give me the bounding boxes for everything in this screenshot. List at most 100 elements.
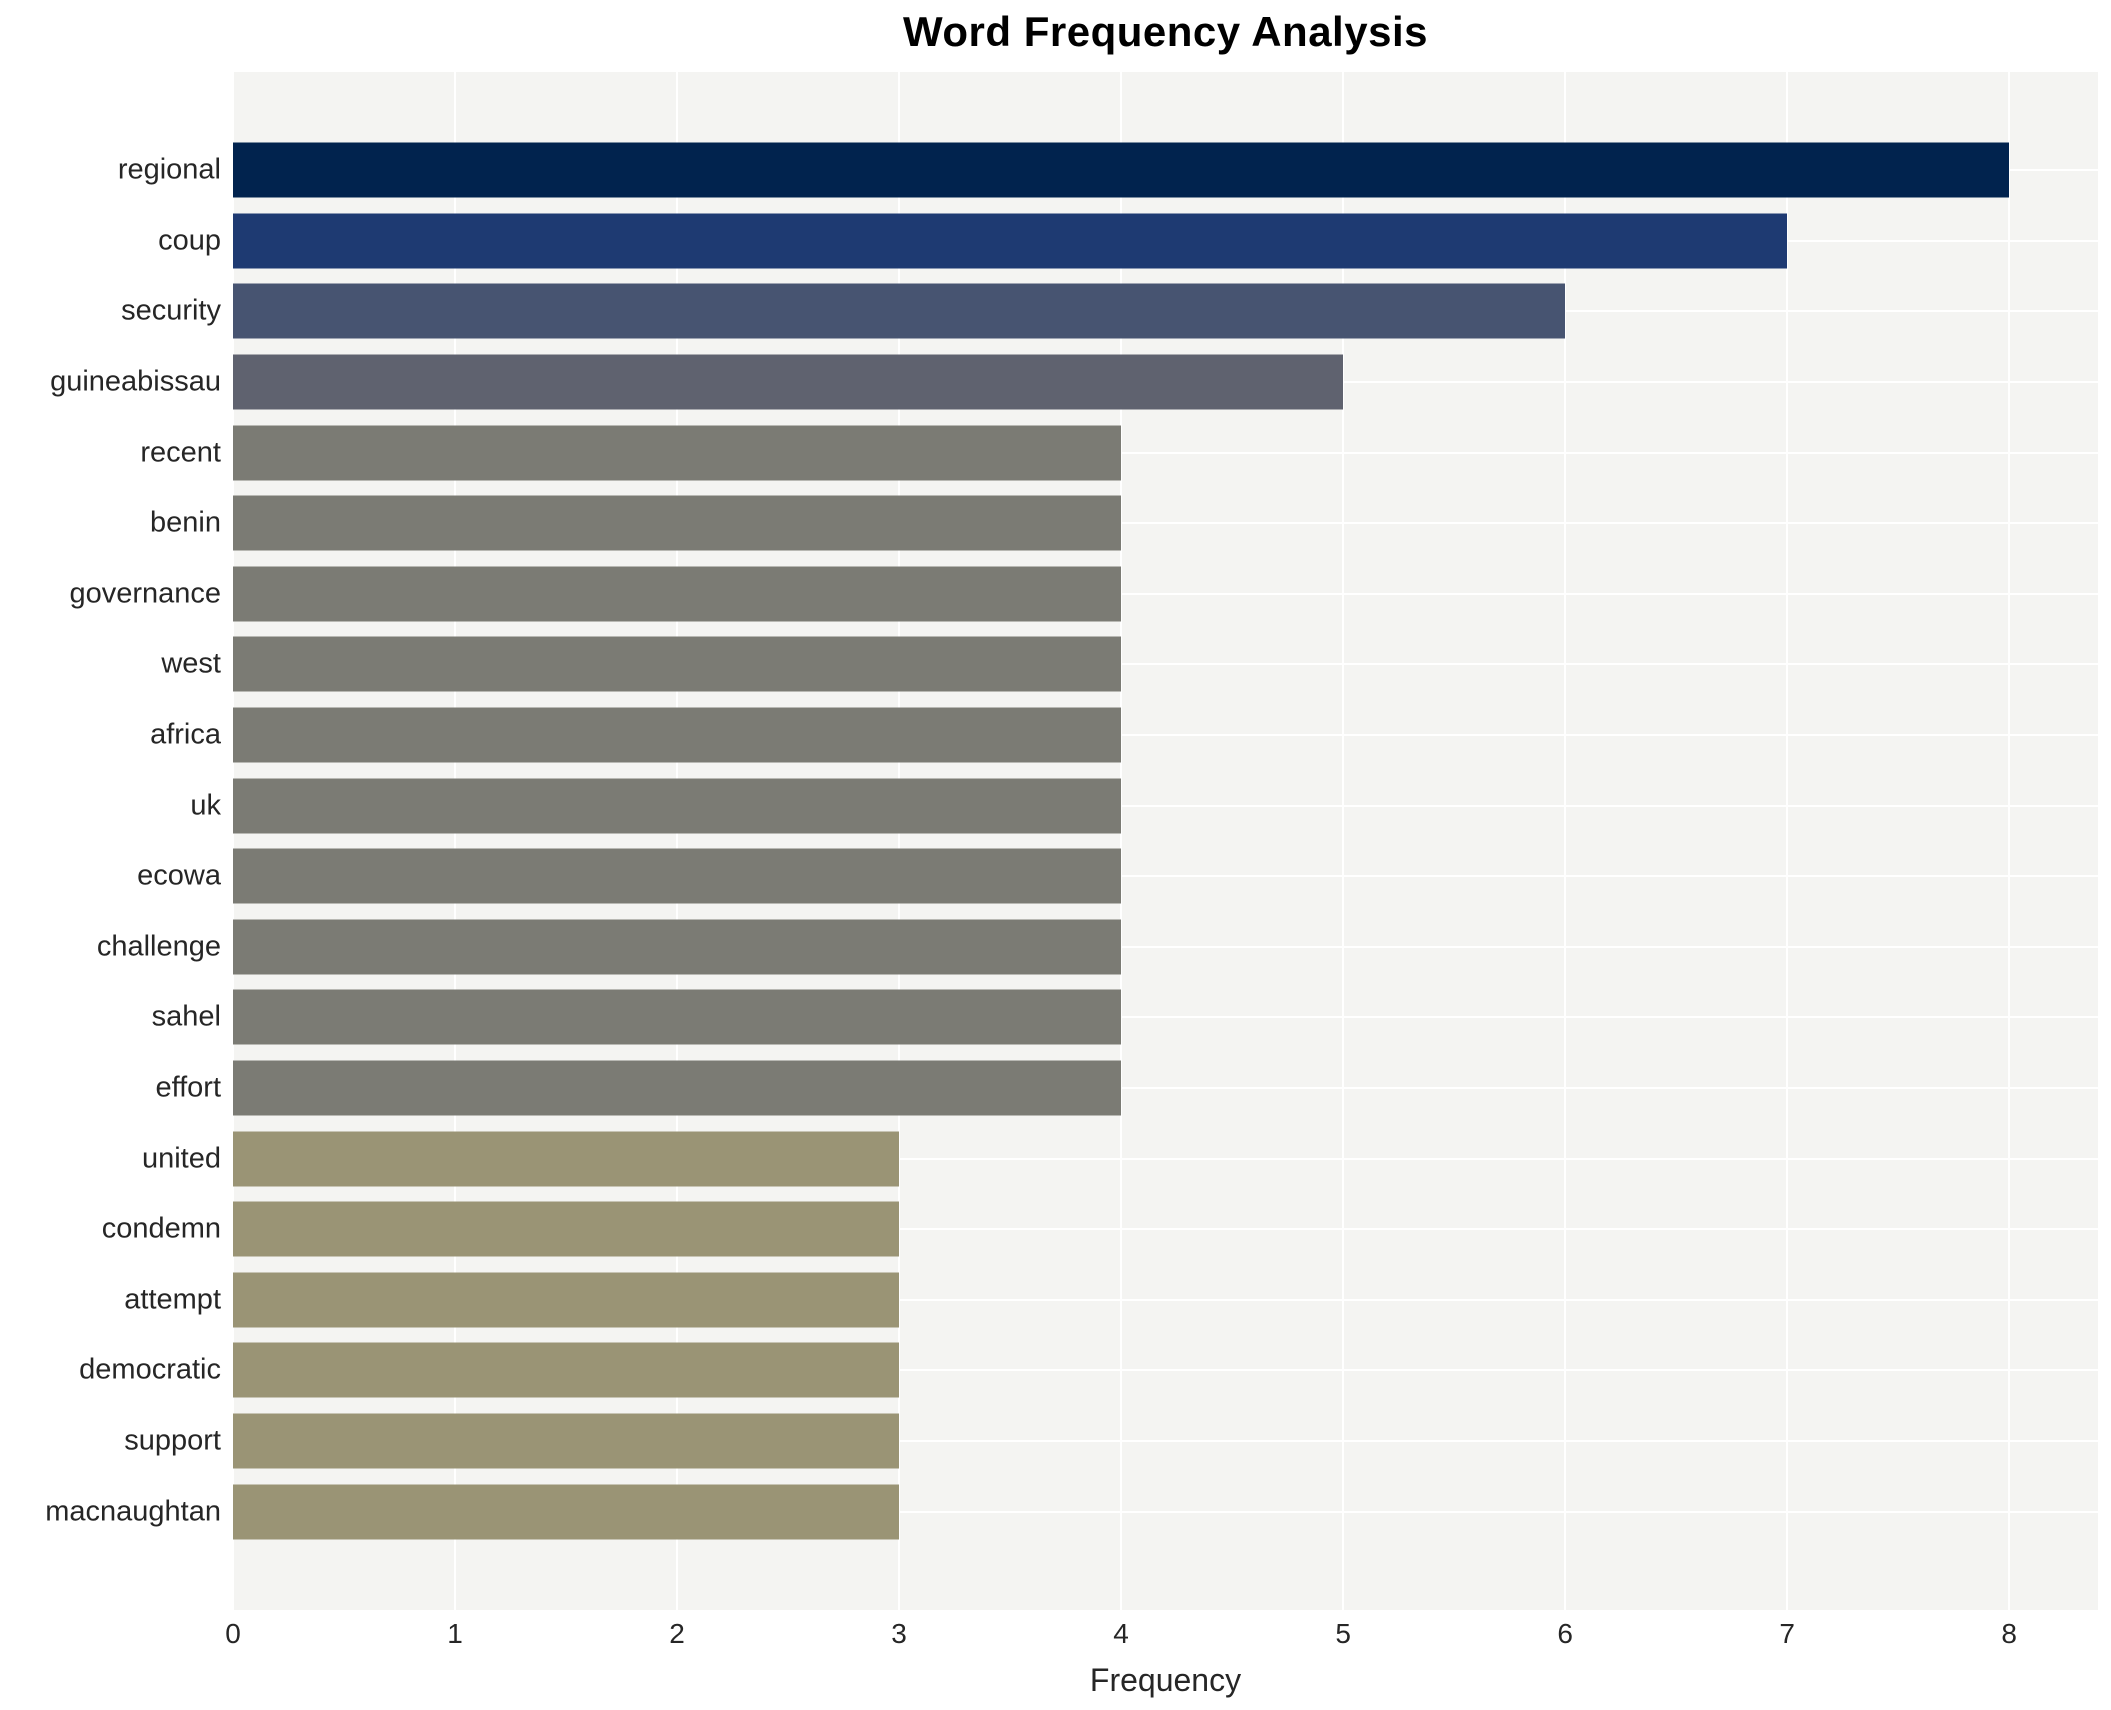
bar-effort <box>233 1060 1122 1116</box>
bar-regional <box>233 142 2010 198</box>
bar-ecowa <box>233 848 1122 904</box>
bar-democratic <box>233 1342 900 1398</box>
y-axis-label-condemn: condemn <box>101 1212 221 1245</box>
bar-macnaughtan <box>233 1484 900 1540</box>
bar-row: effort <box>155 1053 2098 1124</box>
x-tick-label: 1 <box>447 1618 463 1649</box>
horizontal-gridline <box>233 734 2098 737</box>
bar-row: regional <box>118 135 2098 206</box>
horizontal-gridline <box>233 1369 2098 1372</box>
bars-container: regional coup security guineabissau recent be… <box>45 72 2098 1610</box>
y-axis-label-governance: governance <box>69 577 221 610</box>
y-axis-label-security: security <box>121 294 221 327</box>
bar-row: challenge <box>97 912 2098 983</box>
vertical-gridline <box>232 72 234 1610</box>
x-axis-label: Frequency <box>1089 1662 1242 1698</box>
x-tick-label: 0 <box>225 1618 241 1649</box>
bar-row: macnaughtan <box>45 1476 2098 1547</box>
bar-row: democratic <box>79 1335 2098 1406</box>
y-axis-label-west: west <box>161 647 221 680</box>
bar-row: governance <box>69 559 2098 630</box>
x-tick-label: 6 <box>1557 1618 1573 1649</box>
bar-row: benin <box>150 488 2098 559</box>
y-axis-label-uk: uk <box>190 789 221 822</box>
bar-row: attempt <box>124 1265 2098 1336</box>
y-axis-label-challenge: challenge <box>96 930 221 963</box>
chart-title: Word Frequency Analysis <box>903 8 1428 55</box>
bar-coup <box>233 213 1788 269</box>
bar-row: coup <box>158 206 2098 277</box>
bar-west <box>233 636 1122 692</box>
horizontal-gridline <box>233 1087 2098 1090</box>
bar-attempt <box>233 1272 900 1328</box>
bar-governance <box>233 566 1122 622</box>
bar-row: africa <box>150 700 2098 771</box>
horizontal-gridline <box>233 804 2098 807</box>
y-axis-label-effort: effort <box>155 1071 221 1104</box>
horizontal-gridline <box>233 945 2098 948</box>
plot-area: regional coup security guineabissau recent be… <box>45 72 2098 1610</box>
y-axis-label-macnaughtan: macnaughtan <box>45 1495 221 1528</box>
x-tick-label: 8 <box>2001 1618 2017 1649</box>
bar-guineabissau <box>233 354 1344 410</box>
x-tick-label: 7 <box>1779 1618 1795 1649</box>
y-axis-label-recent: recent <box>140 436 221 469</box>
bar-row: condemn <box>102 1194 2098 1265</box>
bar-row: uk <box>190 770 2098 841</box>
bar-challenge <box>233 919 1122 975</box>
vertical-gridline <box>676 72 679 1610</box>
bar-africa <box>233 707 1122 763</box>
bar-row: west <box>161 629 2098 700</box>
y-axis-label-democratic: democratic <box>79 1353 221 1386</box>
y-axis-label-benin: benin <box>150 506 221 539</box>
bar-row: recent <box>140 417 2098 488</box>
x-tick-label: 5 <box>1335 1618 1351 1649</box>
horizontal-gridline <box>233 1157 2098 1160</box>
bar-united <box>233 1131 900 1187</box>
bar-row: united <box>142 1123 2098 1194</box>
horizontal-gridline <box>233 1016 2098 1019</box>
vertical-gridline <box>1786 72 1789 1610</box>
y-axis-label-support: support <box>124 1424 221 1457</box>
bar-security <box>233 283 1566 339</box>
y-axis-label-guineabissau: guineabissau <box>50 365 221 398</box>
bar-row: sahel <box>152 982 2098 1053</box>
y-axis-label-united: united <box>141 1142 221 1175</box>
vertical-gridline <box>1342 72 1345 1610</box>
horizontal-gridline <box>233 1298 2098 1301</box>
bar-sahel <box>233 989 1122 1045</box>
bar-benin <box>233 495 1122 551</box>
bar-row: guineabissau <box>50 347 2098 418</box>
bar-row: support <box>124 1406 2098 1477</box>
horizontal-gridline <box>233 592 2098 595</box>
horizontal-gridline <box>233 1439 2098 1442</box>
y-axis-label-sahel: sahel <box>151 1000 221 1033</box>
bar-row: ecowa <box>137 841 2098 912</box>
horizontal-gridline <box>233 875 2098 878</box>
y-axis-label-regional: regional <box>117 153 221 186</box>
horizontal-gridline <box>233 522 2098 525</box>
vertical-gridline <box>2008 72 2011 1610</box>
bar-recent <box>233 425 1122 481</box>
x-tick-label: 4 <box>1113 1618 1129 1649</box>
y-axis-label-coup: coup <box>158 224 221 257</box>
vertical-gridline <box>898 72 901 1610</box>
vertical-gridline <box>1564 72 1567 1610</box>
horizontal-gridline <box>233 1510 2098 1513</box>
bar-uk <box>233 778 1122 834</box>
x-tick-label: 2 <box>669 1618 685 1649</box>
vertical-gridline <box>454 72 457 1610</box>
horizontal-gridline <box>233 451 2098 454</box>
y-axis-label-attempt: attempt <box>124 1283 221 1316</box>
bar-support <box>233 1413 900 1469</box>
horizontal-gridline <box>233 1228 2098 1231</box>
y-axis-label-ecowa: ecowa <box>137 859 221 892</box>
bar-condemn <box>233 1201 900 1257</box>
vertical-gridline <box>1120 72 1123 1610</box>
y-axis-label-africa: africa <box>150 718 221 751</box>
x-tick-label: 3 <box>891 1618 907 1649</box>
horizontal-gridline <box>233 663 2098 666</box>
bar-row: security <box>121 276 2098 347</box>
x-axis-ticks: 0 1 2 3 4 5 6 7 8 <box>225 1618 2098 1654</box>
